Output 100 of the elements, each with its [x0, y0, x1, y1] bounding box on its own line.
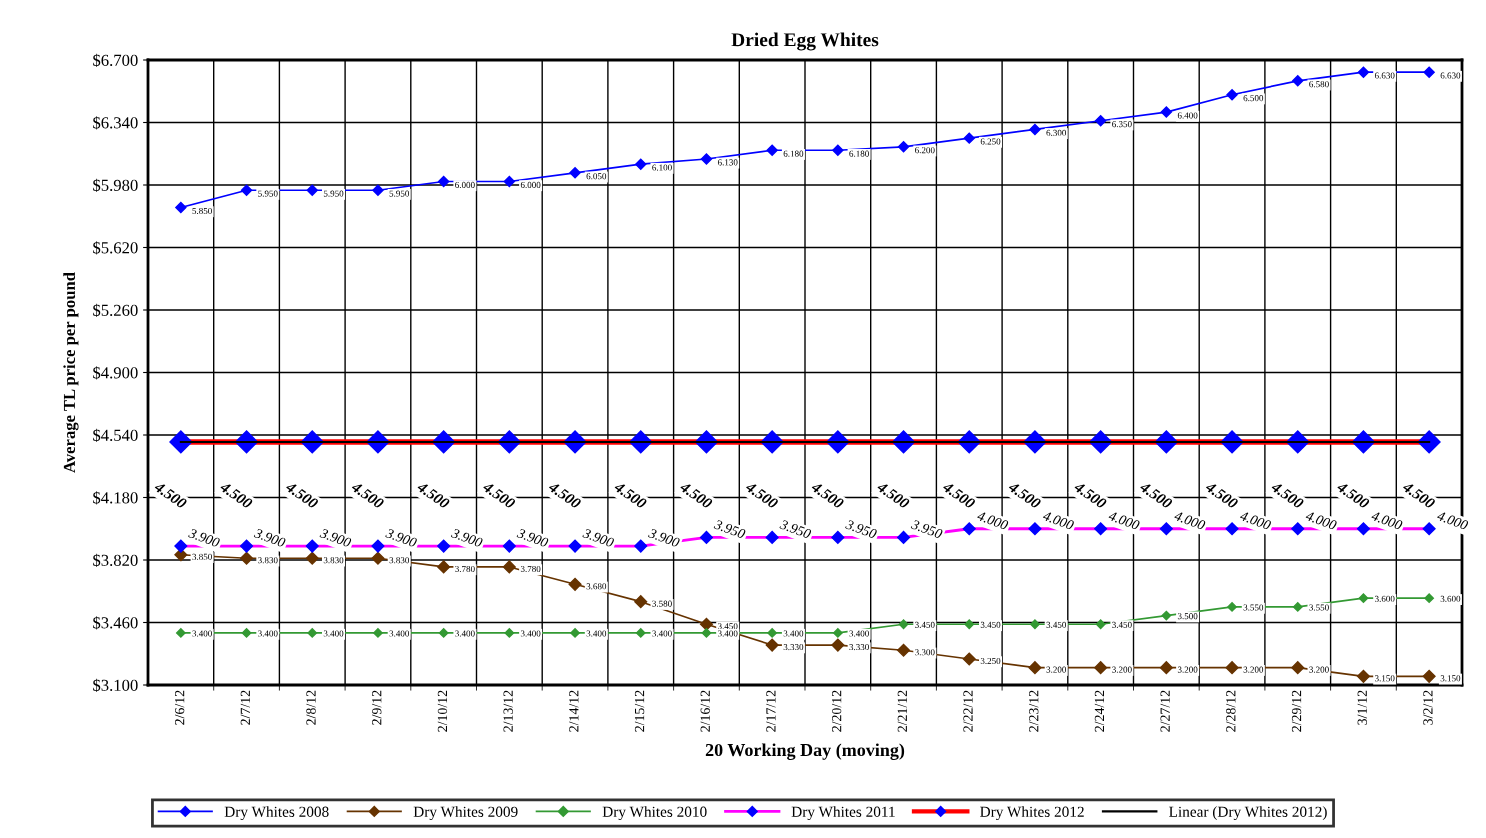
data-label: 3.400	[849, 630, 869, 637]
data-label: 3.900	[647, 528, 681, 548]
data-label: 3.550	[1243, 604, 1264, 611]
point	[1422, 669, 1436, 683]
y-tick-label: $3.820	[93, 553, 138, 568]
x-tick-label: 2/15/12	[634, 690, 645, 732]
point	[634, 539, 648, 553]
point	[1358, 593, 1369, 604]
point	[240, 184, 253, 196]
data-label: 3.400	[389, 630, 410, 637]
data-label: 6.580	[1309, 81, 1329, 88]
data-label: 4.000	[1107, 510, 1141, 531]
chart-title: Dried Egg Whites	[731, 32, 879, 51]
data-label: 6.180	[849, 150, 869, 157]
data-label: 3.900	[582, 528, 615, 548]
legend-label: Dry Whites 2012	[980, 806, 1084, 821]
point	[1422, 522, 1436, 536]
data-label: 3.900	[187, 528, 221, 548]
point	[1159, 522, 1173, 536]
y-tick-label: $3.100	[93, 678, 138, 693]
x-tick-label: 2/10/12	[437, 690, 448, 732]
point	[897, 141, 910, 153]
legend-label: Dry Whites 2009	[413, 806, 518, 821]
data-label: 6.400	[1177, 112, 1198, 119]
point	[1291, 661, 1305, 675]
point	[962, 652, 976, 666]
point	[240, 539, 254, 553]
point	[1030, 619, 1040, 630]
point	[1357, 66, 1370, 78]
data-label: 3.900	[450, 528, 484, 548]
y-tick-label: $5.980	[93, 178, 138, 193]
y-tick-label: $3.460	[93, 616, 138, 630]
data-label: 4.500	[1336, 480, 1371, 510]
x-tick-label: 2/7/12	[240, 690, 251, 725]
point	[1094, 522, 1108, 536]
data-label: 4.000	[1436, 510, 1469, 531]
point	[568, 539, 582, 553]
point	[437, 175, 450, 188]
data-label: 4.500	[219, 480, 254, 510]
data-label: 3.200	[1112, 666, 1132, 673]
point	[766, 144, 778, 156]
data-label: 3.500	[1177, 613, 1198, 620]
data-label: 3.400	[192, 630, 212, 637]
point	[437, 560, 451, 574]
x-tick-label: 2/17/12	[766, 690, 776, 732]
data-label: 3.950	[844, 519, 878, 539]
data-label: 3.150	[1440, 675, 1461, 682]
data-label: 4.500	[744, 480, 779, 510]
data-label: 4.000	[1173, 510, 1206, 531]
data-label: 6.050	[586, 173, 607, 180]
point	[570, 628, 580, 638]
data-label: 3.550	[1309, 604, 1329, 611]
data-label: 6.630	[1374, 72, 1395, 79]
data-label: 3.200	[1243, 666, 1264, 673]
point	[307, 628, 318, 638]
data-label: 5.950	[389, 190, 410, 197]
data-label: 3.300	[915, 649, 935, 656]
point	[1423, 66, 1435, 78]
data-label: 3.200	[1046, 666, 1067, 673]
point	[699, 617, 713, 631]
point	[1417, 430, 1441, 454]
data-label: 6.130	[717, 159, 738, 166]
point	[831, 638, 845, 652]
data-label: 4.500	[1073, 480, 1108, 510]
data-label: 3.400	[455, 630, 475, 637]
point	[699, 530, 713, 544]
point	[962, 522, 976, 536]
point	[1094, 115, 1107, 127]
point	[897, 643, 911, 657]
data-label: 4.000	[976, 510, 1009, 531]
x-tick-label: 2/6/12	[174, 690, 185, 725]
data-label: 6.100	[652, 164, 672, 171]
data-label: 6.250	[980, 138, 1001, 145]
data-label: 3.950	[779, 519, 812, 539]
x-tick-label: 2/8/12	[306, 690, 316, 725]
point	[241, 628, 252, 638]
point	[305, 539, 319, 553]
point	[832, 144, 844, 156]
point	[502, 539, 516, 553]
data-label: 3.450	[915, 621, 935, 628]
data-label: 4.500	[284, 480, 319, 510]
y-tick-label: $6.340	[93, 116, 138, 130]
data-label: 3.450	[717, 623, 738, 630]
point	[897, 530, 911, 544]
data-label: 3.900	[253, 528, 287, 548]
data-label: 4.000	[1304, 510, 1338, 531]
data-label: 4.500	[481, 480, 517, 510]
x-tick-label: 2/14/12	[569, 690, 579, 732]
data-label: 3.450	[980, 621, 1001, 628]
point	[700, 153, 713, 165]
x-tick-label: 2/29/12	[1291, 690, 1302, 732]
legend-label: Dry Whites 2011	[791, 806, 895, 821]
point	[305, 551, 319, 565]
point	[765, 638, 779, 652]
point	[1225, 522, 1239, 536]
point	[371, 551, 385, 565]
x-tick-label: 2/21/12	[897, 690, 908, 732]
data-label: 3.680	[586, 583, 607, 590]
point	[1095, 619, 1106, 630]
data-label: 5.850	[192, 207, 212, 215]
